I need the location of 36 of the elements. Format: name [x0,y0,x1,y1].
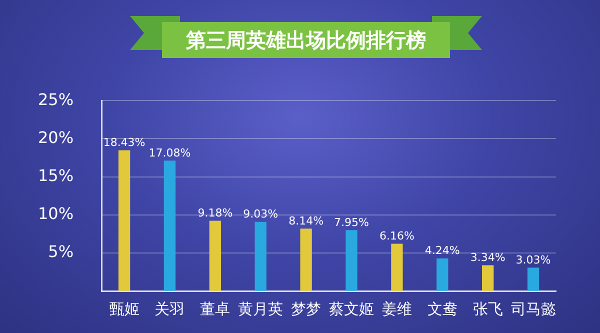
bar [209,220,221,291]
x-tick-label: 董卓 [200,300,230,318]
chart-title: 第三周英雄出场比例排行榜 [162,22,450,58]
data-label: 9.03% [243,208,278,221]
x-tick-label: 关羽 [154,300,185,318]
data-label: 6.16% [379,229,414,242]
x-tick-label: 蔡文姬 [329,300,374,318]
y-tick-label: 20% [38,128,74,147]
x-tick-label: 司马懿 [510,300,556,318]
x-tick-label: 张飞 [472,300,503,318]
x-tick-label: 甄姬 [109,300,140,318]
bar [527,268,540,291]
data-label: 17.08% [148,146,191,160]
bar [346,230,358,291]
x-tick-label: 姜维 [382,300,412,318]
data-label: 3.03% [516,253,551,266]
y-tick-label: 15% [38,166,74,185]
bar [164,160,176,291]
y-tick-label: 5% [48,242,74,262]
data-label: 8.14% [288,214,324,228]
bar [482,265,494,291]
y-tick-label: 25% [38,90,74,109]
bar [300,228,312,291]
bar [391,244,403,291]
x-tick-label: 黄月英 [238,300,284,318]
bar [254,222,266,291]
data-label: 3.34% [470,250,506,264]
data-label: 7.95% [334,216,369,229]
x-tick-label: 文鸯 [427,300,458,318]
y-tick-label: 10% [38,204,74,223]
x-tick-label: 梦梦 [291,300,322,318]
data-label: 9.18% [198,206,233,220]
bar [118,150,130,291]
bar [436,258,448,291]
data-label: 4.24% [424,244,460,258]
data-label: 18.43% [103,136,146,149]
